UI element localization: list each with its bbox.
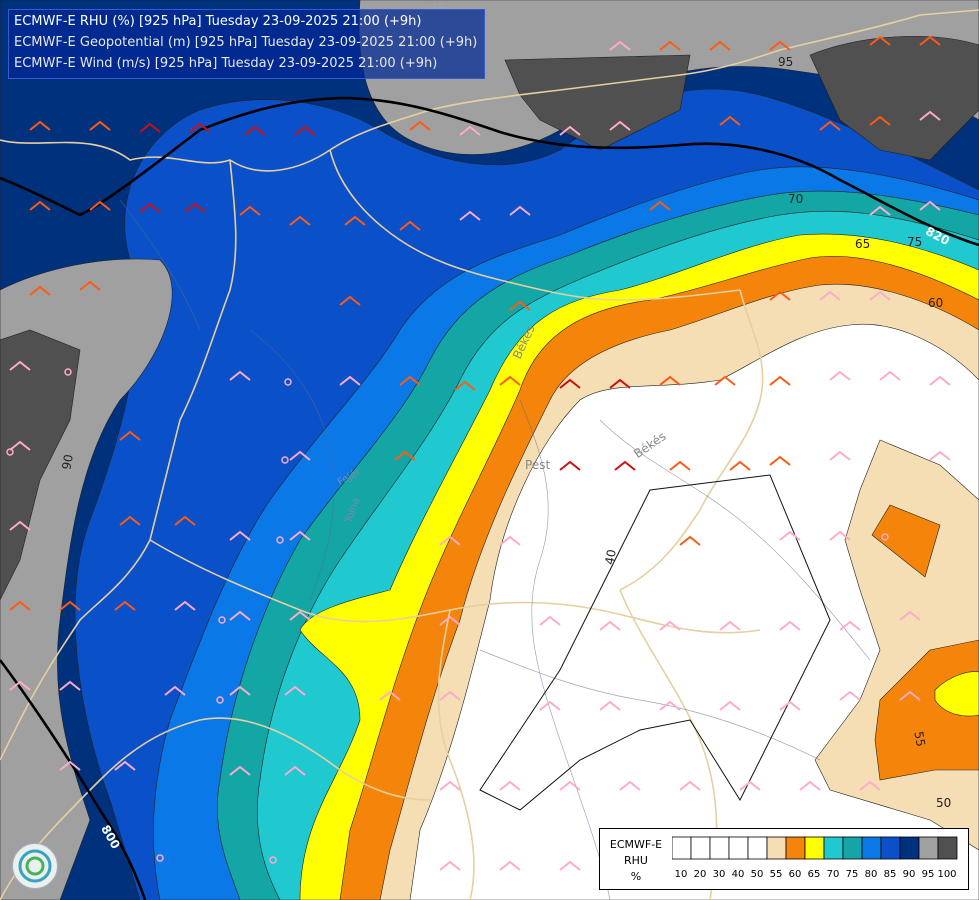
legend-tick-label: 100 — [937, 869, 956, 880]
legend-tick-label: 60 — [789, 869, 802, 880]
rhu-legend: ECMWF-E RHU % 10 20 30 40 50 55 60 65 70 75 80 85 90… — [599, 828, 969, 890]
legend-title-var: RHU — [624, 854, 648, 867]
header-title-rhu: ECMWF-E RHU (%) [925 hPa] Tuesday 23-09-… — [14, 14, 422, 29]
legend-swatch — [785, 836, 806, 860]
legend-tick-label: 10 — [675, 869, 688, 880]
legend-swatch — [937, 836, 958, 860]
legend-colorbar: 10 20 30 40 50 55 60 65 70 75 80 85 90 95 100 — [672, 836, 958, 880]
legend-tick-label: 95 — [922, 869, 935, 880]
legend-swatch — [672, 836, 692, 860]
legend-swatch — [861, 836, 882, 860]
header-title-wind: ECMWF-E Wind (m/s) [925 hPa] Tuesday 23-… — [14, 56, 438, 71]
legend-tick-label: 65 — [808, 869, 821, 880]
legend-swatch — [709, 836, 730, 860]
contour-label-65: 65 — [855, 237, 871, 251]
legend-title-unit: % — [630, 870, 642, 883]
admin-outline — [479, 474, 831, 811]
legend-swatch — [747, 836, 768, 860]
legend-swatch — [899, 836, 920, 860]
contour-label-40: 40 — [602, 548, 619, 566]
legend-swatch — [918, 836, 939, 860]
legend-swatch — [728, 836, 749, 860]
legend-swatch — [804, 836, 825, 860]
contour-label-75: 75 — [907, 235, 923, 249]
legend-tick-label: 40 — [732, 869, 745, 880]
legend-tick-label: 70 — [827, 869, 840, 880]
rivers — [119, 199, 871, 900]
legend-tick-label: 50 — [751, 869, 764, 880]
place-label-pest: Pest — [525, 458, 551, 472]
contour-label-50: 50 — [936, 796, 952, 810]
wind-barbs — [9, 35, 951, 871]
legend-swatch — [766, 836, 787, 860]
legend-tick-label: 90 — [903, 869, 916, 880]
legend-tick-label: 20 — [694, 869, 707, 880]
contour-label-70: 70 — [788, 192, 804, 206]
map-header: ECMWF-E RHU (%) [925 hPa] Tuesday 23-09-… — [8, 9, 485, 79]
legend-tick-label: 85 — [884, 869, 897, 880]
legend-swatch — [880, 836, 901, 860]
header-title-geopotential: ECMWF-E Geopotential (m) [925 hPa] Tuesd… — [14, 35, 478, 50]
rhu-band-100-left — [0, 329, 81, 601]
contour-label-55: 55 — [911, 730, 928, 748]
legend-swatch — [823, 836, 844, 860]
legend-tick-label: 55 — [770, 869, 783, 880]
legend-tick-label: 80 — [865, 869, 878, 880]
legend-tick-label: 30 — [713, 869, 726, 880]
contour-label-60: 60 — [928, 296, 944, 310]
rhu-band-65-right — [934, 671, 979, 717]
contour-label-95: 95 — [778, 55, 794, 69]
provider-logo — [12, 843, 58, 889]
legend-swatch — [690, 836, 711, 860]
contour-label-90: 90 — [59, 453, 76, 471]
geopotential-contours — [0, 96, 979, 900]
legend-title-model: ECMWF-E — [609, 838, 663, 851]
calm-markers — [6, 368, 889, 864]
legend-tick-label: 75 — [846, 869, 859, 880]
legend-swatch — [842, 836, 863, 860]
